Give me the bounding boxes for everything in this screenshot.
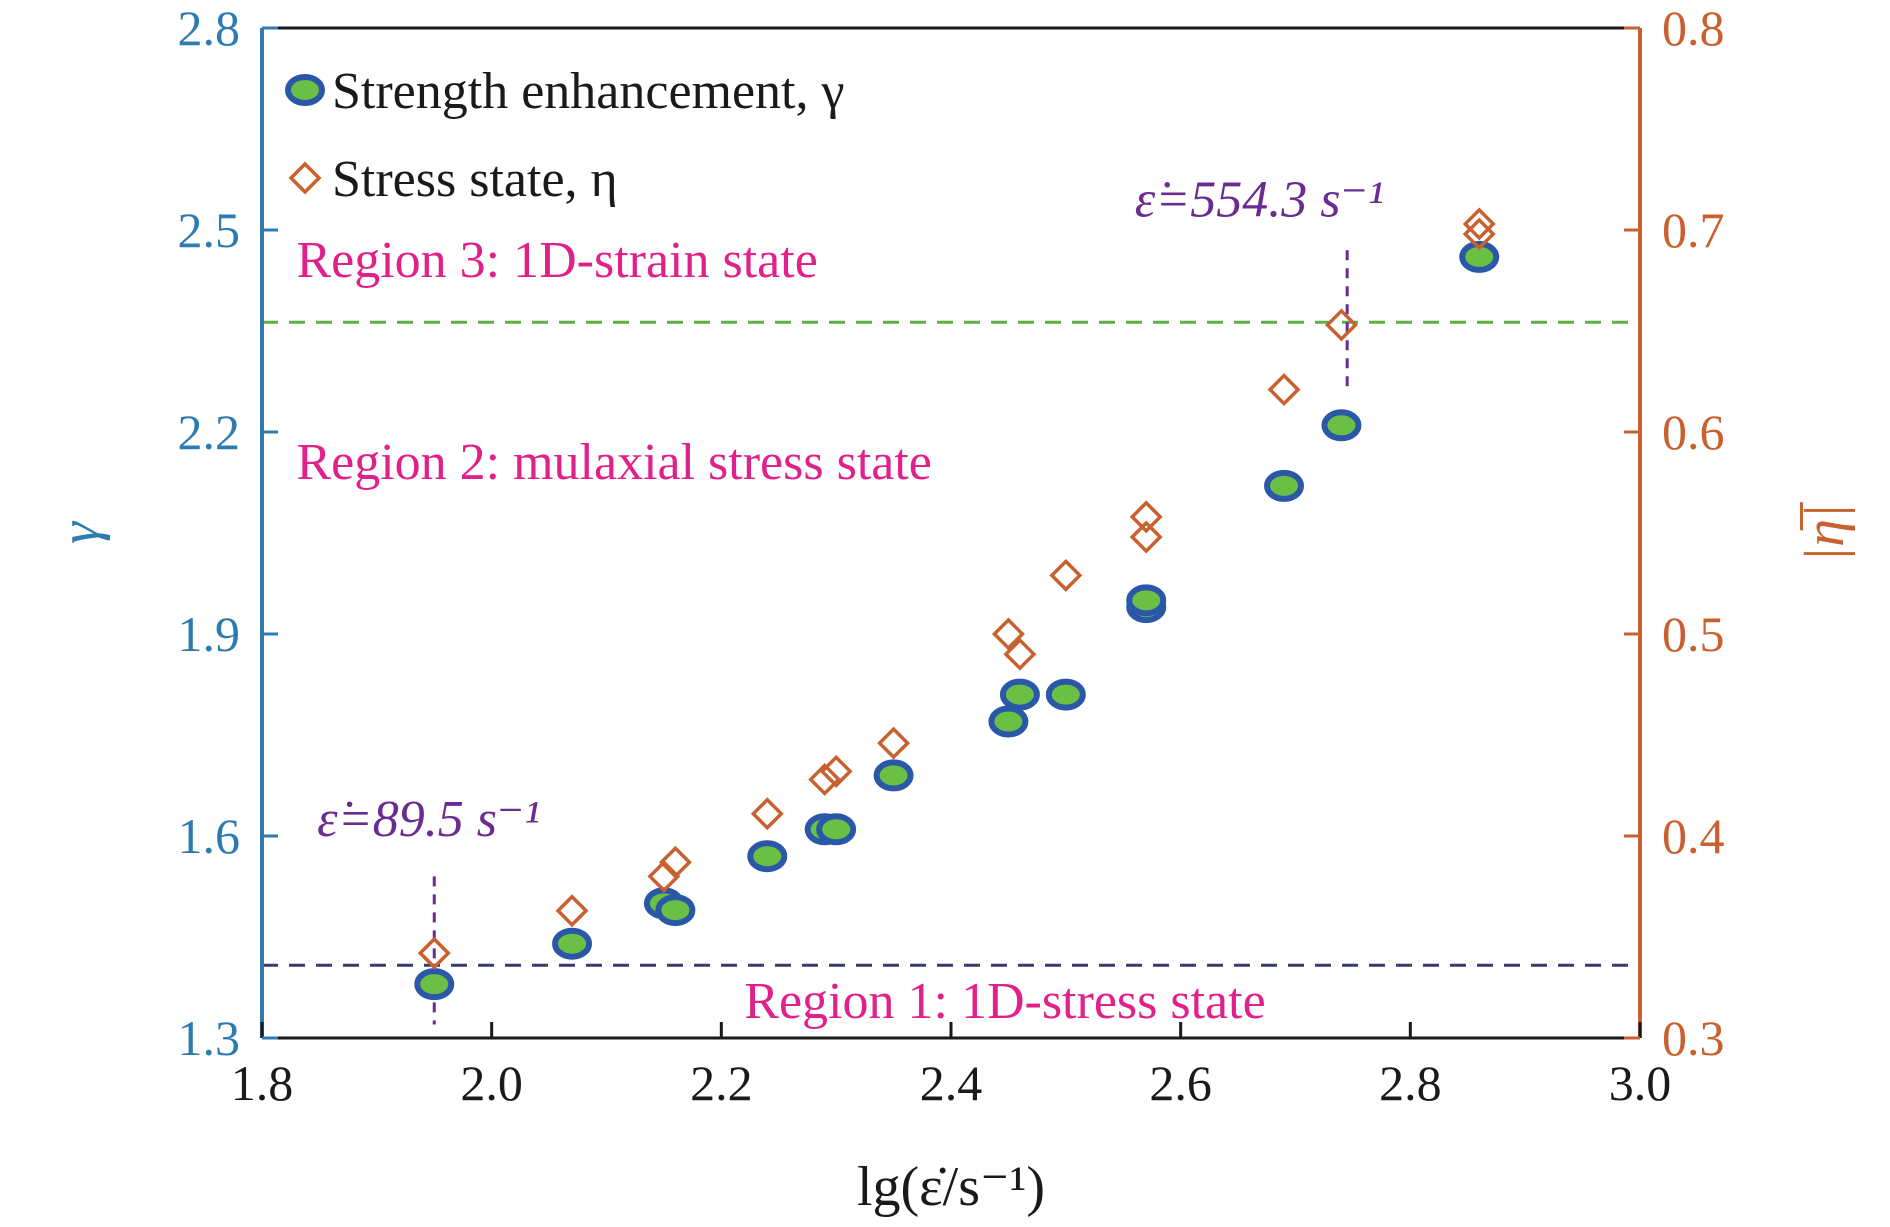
legend-marker-gamma: [285, 74, 325, 106]
data-point-eta: [1049, 558, 1083, 592]
right-y-tick-label: 0.3: [1662, 1010, 1725, 1066]
right-y-tick-label: 0.8: [1662, 0, 1725, 56]
x-axis-title: lg(ε̇/s⁻¹): [857, 1156, 1045, 1218]
data-point-eta: [1129, 500, 1163, 534]
data-point-gamma: [655, 894, 696, 927]
left-y-tick-label: 2.5: [178, 202, 241, 258]
x-tick-label: 3.0: [1609, 1055, 1672, 1111]
data-point-gamma: [1459, 240, 1500, 273]
legend-marker-eta: [288, 161, 322, 195]
right-y-tick-label: 0.5: [1662, 606, 1725, 662]
x-tick-label: 1.8: [231, 1055, 294, 1111]
data-point-gamma: [873, 759, 914, 792]
left-y-axis-title: γ: [49, 520, 111, 544]
data-point-gamma: [816, 813, 857, 846]
annotation-label-2: ε̇=554.3 s⁻¹: [1135, 172, 1384, 229]
data-point-eta: [819, 754, 853, 788]
data-point-eta: [417, 936, 451, 970]
annotation-label-1: ε̇=89.5 s⁻¹: [317, 791, 540, 848]
data-point-eta: [1003, 637, 1037, 671]
x-tick-label: 2.4: [920, 1055, 983, 1111]
data-point-gamma: [747, 840, 788, 873]
x-tick-label: 2.8: [1379, 1055, 1442, 1111]
data-point-gamma: [988, 705, 1029, 738]
x-tick-label: 2.2: [690, 1055, 753, 1111]
right-y-axis-title: |η̅|: [1794, 501, 1856, 562]
data-point-gamma: [414, 968, 455, 1001]
region-label-3: Region 1: 1D-stress state: [744, 973, 1265, 1030]
data-point-eta: [991, 617, 1025, 651]
right-y-tick-label: 0.7: [1662, 202, 1725, 258]
data-point-eta: [808, 762, 842, 796]
data-point-gamma: [1126, 584, 1167, 617]
legend-label-2: Stress state, η: [332, 151, 618, 208]
left-y-tick-label: 2.2: [178, 404, 241, 460]
data-point-gamma: [1321, 409, 1362, 442]
data-point-eta: [1324, 308, 1358, 342]
left-y-tick-label: 1.3: [178, 1010, 241, 1066]
right-y-tick-label: 0.4: [1662, 808, 1725, 864]
data-point-eta: [1267, 373, 1301, 407]
data-point-eta: [1462, 207, 1496, 241]
annotation-lines: [432, 250, 1349, 1025]
left-y-tick-label: 1.9: [178, 606, 241, 662]
axis-ticks: [260, 26, 1642, 1040]
x-tick-label: 2.0: [460, 1055, 523, 1111]
data-point-gamma: [999, 678, 1040, 711]
data-point-eta: [658, 845, 692, 879]
data-point-eta: [1129, 520, 1163, 554]
legend: Strength enhancement, γ Stress state, η: [285, 63, 844, 208]
left-y-tick-label: 1.6: [178, 808, 241, 864]
data-points: [414, 207, 1500, 1001]
data-point-eta: [877, 726, 911, 760]
data-point-gamma: [1264, 469, 1305, 502]
data-point-eta: [750, 797, 784, 831]
right-y-tick-label: 0.6: [1662, 404, 1725, 460]
legend-label-1: Strength enhancement, γ: [332, 63, 844, 120]
left-y-tick-label: 2.8: [178, 0, 241, 56]
region-label-1: Region 3: 1D-strain state: [296, 232, 817, 289]
data-point-gamma: [1045, 678, 1086, 711]
chart-text: 1.8 2.0 2.2 2.4 2.6 2.8 3.0 1.3 1.6 1.9 2.2 2.5 2.8 0…: [49, 0, 1856, 1218]
data-point-eta: [555, 894, 589, 928]
reference-lines: [262, 320, 1640, 967]
x-tick-label: 2.6: [1149, 1055, 1212, 1111]
region-label-2: Region 2: mulaxial stress state: [296, 434, 931, 491]
data-point-gamma: [552, 927, 593, 960]
